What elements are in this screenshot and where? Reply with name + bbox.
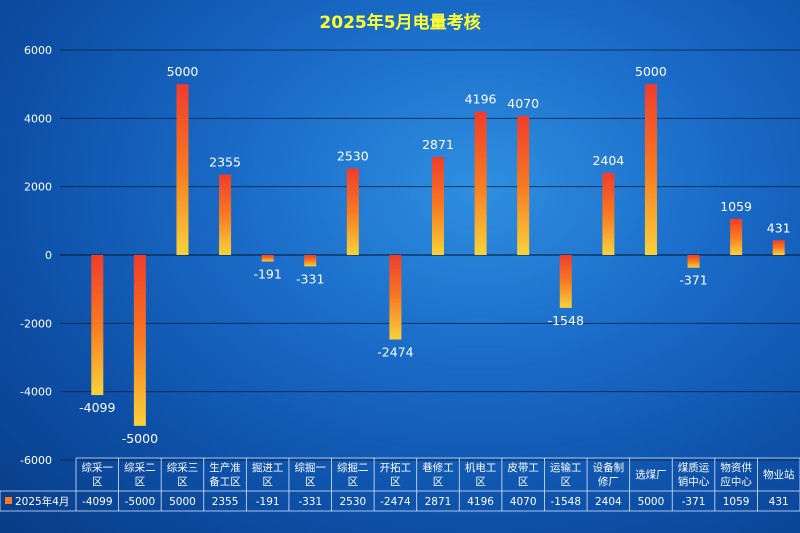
- category-label: 掘进工: [252, 461, 284, 474]
- category-label: 区: [390, 476, 401, 488]
- category-label: 区: [262, 476, 273, 488]
- table-value-cell: -371: [682, 496, 706, 508]
- category-label: 综掘二: [337, 461, 369, 474]
- data-label: -4099: [79, 400, 115, 415]
- bar: [730, 218, 743, 255]
- bar: [176, 84, 189, 256]
- y-tick-label: -6000: [20, 454, 52, 467]
- category-label: 区: [348, 476, 359, 488]
- data-label: 431: [767, 220, 791, 235]
- data-label: 4196: [465, 92, 497, 107]
- chart-title: 2025年5月电量考核: [319, 13, 481, 33]
- table-value-cell: -4099: [82, 496, 113, 508]
- y-tick-label: -2000: [20, 317, 52, 330]
- table-value-cell: 5000: [638, 496, 665, 508]
- category-label: 运输工: [550, 461, 582, 474]
- category-label: 综采一: [82, 461, 114, 474]
- table-value-cell: 5000: [169, 496, 196, 508]
- category-label: 选煤厂: [635, 468, 667, 481]
- data-label: 2355: [209, 155, 241, 170]
- category-label: 区: [92, 476, 103, 488]
- data-label: -191: [253, 267, 281, 282]
- table-value-cell: -191: [256, 496, 280, 508]
- bar: [602, 172, 615, 255]
- category-label: 巷修工: [422, 461, 454, 474]
- data-label: 1059: [720, 199, 752, 214]
- category-label: 物资供: [720, 461, 752, 474]
- category-label: 机电工: [465, 461, 497, 474]
- table-value-cell: 431: [769, 496, 789, 508]
- y-tick-label: 0: [45, 249, 52, 262]
- data-label: 2404: [592, 153, 624, 168]
- bar: [772, 240, 785, 255]
- category-label: 开拓工: [380, 462, 412, 474]
- data-label: -5000: [122, 431, 158, 446]
- bar: [517, 115, 530, 255]
- bar: [389, 255, 402, 340]
- data-label: 5000: [635, 64, 667, 79]
- data-label: -1548: [548, 313, 584, 328]
- category-label: 区: [561, 476, 572, 488]
- category-label: 备工区: [209, 475, 241, 488]
- category-label: 区: [433, 476, 444, 488]
- table-value-cell: 4196: [467, 496, 494, 508]
- table-value-cell: 2530: [339, 496, 366, 508]
- table-value-cell: 1059: [723, 496, 750, 508]
- category-label: 综掘一: [294, 461, 326, 474]
- data-label: -2474: [377, 345, 413, 360]
- data-label: -331: [296, 271, 324, 286]
- category-label: 生产准: [209, 461, 241, 474]
- category-label: 综采二: [124, 461, 156, 474]
- bar: [474, 111, 487, 256]
- bar: [559, 255, 572, 308]
- y-tick-label: -4000: [20, 386, 52, 399]
- category-label: 综采三: [167, 461, 199, 474]
- y-tick-label: 6000: [24, 44, 52, 57]
- table-value-cell: 2871: [425, 496, 452, 508]
- bar: [644, 84, 657, 256]
- data-label: 5000: [167, 64, 199, 79]
- category-label: 物业站: [763, 468, 795, 481]
- table-value-cell: 2355: [212, 496, 239, 508]
- data-label: 4070: [507, 96, 539, 111]
- category-label: 区: [305, 476, 316, 488]
- table-value-cell: -1548: [551, 496, 582, 508]
- table-value-cell: -5000: [125, 496, 156, 508]
- category-label: 应中心: [720, 475, 752, 488]
- category-label: 区: [177, 476, 188, 488]
- category-label: 修厂: [598, 475, 619, 488]
- legend-swatch: [5, 497, 12, 504]
- category-label: 区: [135, 476, 146, 488]
- legend-series-name: 2025年4月: [15, 495, 69, 508]
- table-value-cell: -2474: [380, 496, 411, 508]
- category-label: 煤质运: [678, 461, 710, 474]
- bar: [346, 168, 359, 255]
- category-label: 皮带工: [507, 461, 539, 474]
- category-label: 销中心: [678, 475, 710, 488]
- bar: [219, 174, 232, 255]
- bar: [432, 156, 444, 255]
- category-label: 设备制: [593, 461, 625, 474]
- y-tick-label: 4000: [24, 112, 52, 125]
- data-label: 2871: [422, 137, 454, 152]
- bar: [687, 255, 700, 268]
- data-label: -371: [679, 273, 707, 288]
- bar: [91, 255, 104, 396]
- category-label: 区: [475, 476, 486, 488]
- category-label: 区: [518, 476, 529, 488]
- data-label: 2530: [337, 149, 369, 164]
- table-value-cell: -331: [298, 496, 322, 508]
- bar: [304, 255, 317, 267]
- table-value-cell: 4070: [510, 496, 537, 508]
- y-tick-label: 2000: [24, 181, 52, 194]
- table-value-cell: 2404: [595, 496, 622, 508]
- bar: [133, 255, 146, 426]
- bar: [261, 255, 274, 262]
